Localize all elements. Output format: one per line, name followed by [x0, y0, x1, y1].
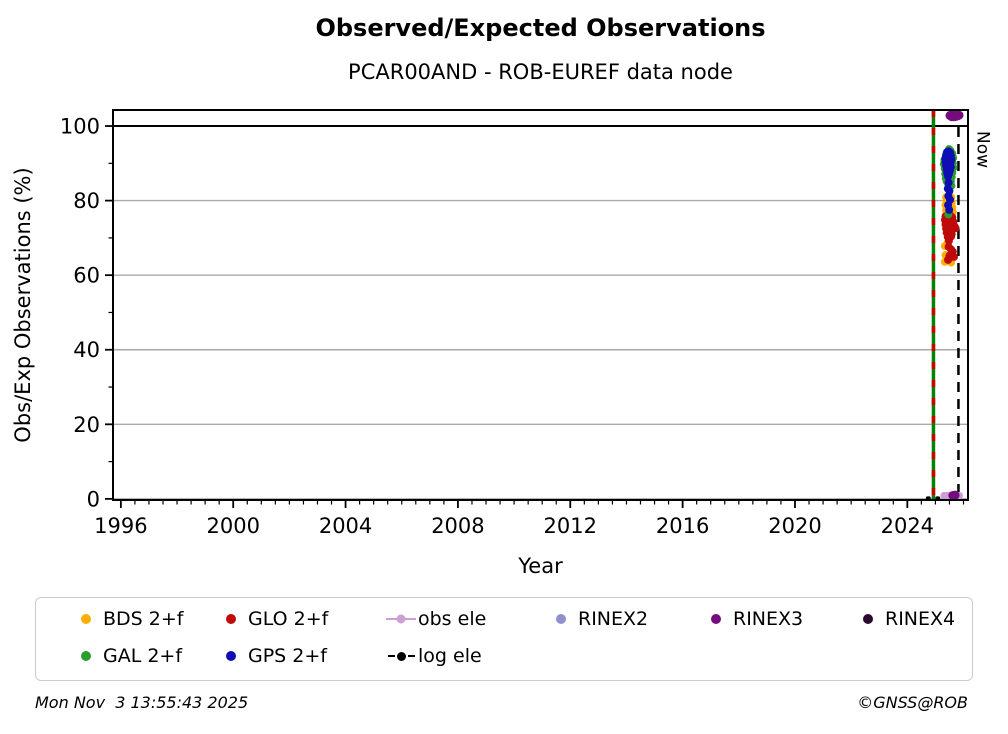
- x-tick-label: 2016: [656, 514, 709, 538]
- legend-dot-marker: [69, 605, 103, 633]
- y-tick-label: 60: [73, 264, 100, 288]
- legend-label: RINEX2: [578, 608, 649, 630]
- legend-label: obs ele: [418, 608, 487, 630]
- legend-dot-marker: [699, 605, 733, 633]
- legend-label: log ele: [418, 645, 482, 667]
- data-point-gps-2-f: [945, 205, 954, 214]
- data-point-glo-2-f: [944, 236, 953, 245]
- x-tick-label: 1996: [94, 514, 147, 538]
- legend-line-marker: [384, 605, 418, 633]
- y-tick-label: 100: [60, 115, 100, 139]
- chart-subtitle: PCAR00AND - ROB-EUREF data node: [348, 60, 733, 84]
- legend-label: BDS 2+f: [103, 608, 184, 630]
- x-tick-label: 2004: [319, 514, 372, 538]
- data-point-rinex3: [954, 110, 964, 120]
- legend-label: GLO 2+f: [248, 608, 329, 630]
- legend-item-rinex3: RINEX3: [699, 605, 803, 633]
- y-tick-label: 40: [73, 338, 100, 362]
- legend-label: GPS 2+f: [248, 645, 327, 667]
- legend-dot-marker: [214, 605, 248, 633]
- legend-dot-marker: [69, 642, 103, 670]
- data-point-gps-2-f: [944, 178, 953, 187]
- y-tick-label: 80: [73, 189, 100, 213]
- legend-item-rinex4: RINEX4: [851, 605, 955, 633]
- legend-item-gal-2-f: GAL 2+f: [69, 642, 182, 670]
- legend-item-bds-2-f: BDS 2+f: [69, 605, 183, 633]
- y-tick-label: 0: [87, 487, 100, 511]
- x-tick-label: 2008: [431, 514, 484, 538]
- legend-item-glo-2-f: GLO 2+f: [214, 605, 328, 633]
- data-point-rinex3: [950, 490, 960, 500]
- data-point-gps-2-f: [944, 172, 953, 181]
- data-point-glo-2-f: [949, 252, 958, 261]
- legend-dot-marker: [214, 642, 248, 670]
- legend-item-log-ele: log ele: [384, 642, 482, 670]
- legend-dashdot-marker: [384, 642, 418, 670]
- legend: BDS 2+f GLO 2+f obs ele RINEX2 RINEX3 RINEX4 G…: [35, 597, 973, 681]
- x-axis-label: Year: [517, 554, 563, 578]
- data-point-glo-2-f: [951, 224, 960, 233]
- x-tick-label: 2024: [881, 514, 934, 538]
- legend-label: GAL 2+f: [103, 645, 183, 667]
- legend-item-rinex2: RINEX2: [544, 605, 648, 633]
- x-tick-label: 2020: [768, 514, 821, 538]
- legend-item-gps-2-f: GPS 2+f: [214, 642, 327, 670]
- plot-border: [112, 109, 969, 501]
- x-tick-label: 2000: [206, 514, 259, 538]
- legend-label: RINEX3: [733, 608, 804, 630]
- x-tick-label: 2012: [544, 514, 597, 538]
- legend-label: RINEX4: [885, 608, 956, 630]
- y-axis-label: Obs/Exp Observations (%): [11, 167, 35, 442]
- y-tick-label: 20: [73, 413, 100, 437]
- legend-dot-marker: [851, 605, 885, 633]
- copyright: ©GNSS@ROB: [857, 693, 968, 712]
- chart-title: Observed/Expected Observations: [315, 14, 766, 42]
- data-point-glo-2-f: [944, 255, 953, 264]
- timestamp: Mon Nov 3 13:55:43 2025: [35, 693, 249, 712]
- legend-item-obs-ele: obs ele: [384, 605, 486, 633]
- now-label: Now: [972, 131, 992, 168]
- legend-dot-marker: [544, 605, 578, 633]
